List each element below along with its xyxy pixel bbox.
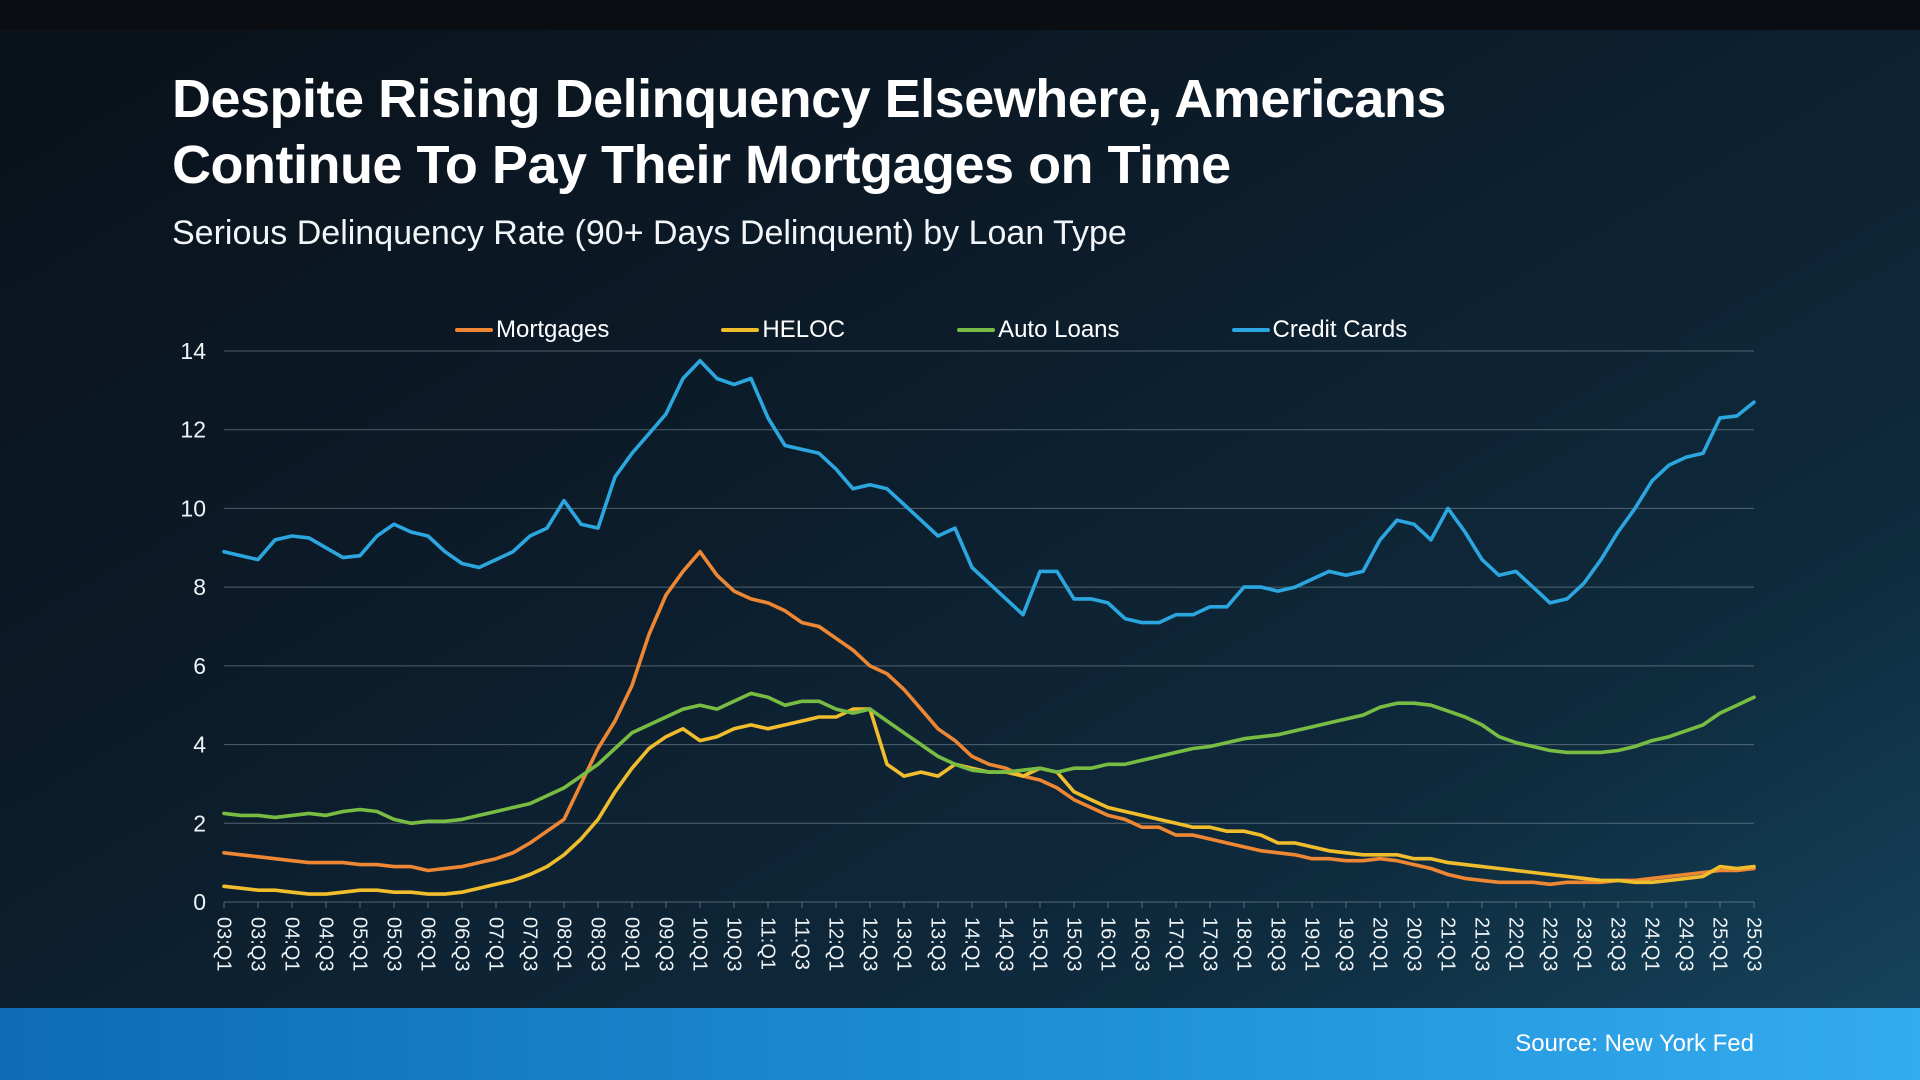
legend-dash-mortgages bbox=[455, 327, 493, 333]
y-axis-tick-label: 10 bbox=[180, 495, 206, 521]
x-axis-tick-label: 18:Q1 bbox=[1232, 917, 1254, 971]
y-axis-tick-label: 2 bbox=[193, 810, 206, 836]
x-axis-tick-label: 06:Q3 bbox=[450, 917, 472, 971]
x-axis-tick-label: 16:Q1 bbox=[1096, 917, 1118, 971]
page-subtitle: Serious Delinquency Rate (90+ Days Delin… bbox=[172, 214, 1127, 252]
x-axis-tick-label: 15:Q3 bbox=[1062, 917, 1084, 971]
x-axis-tick-label: 10:Q1 bbox=[688, 917, 710, 971]
x-axis-tick-label: 23:Q1 bbox=[1572, 917, 1594, 971]
y-axis-tick-label: 12 bbox=[180, 417, 206, 443]
x-axis-tick-label: 19:Q3 bbox=[1334, 917, 1356, 971]
x-axis-tick-label: 12:Q3 bbox=[858, 917, 880, 971]
header: Despite Rising Delinquency Elsewhere, Am… bbox=[172, 66, 1822, 253]
x-axis-tick-label: 19:Q1 bbox=[1300, 917, 1322, 971]
legend-label-mortgages: Mortgages bbox=[496, 316, 610, 343]
x-axis-tick-label: 11:Q1 bbox=[756, 917, 778, 970]
x-axis-tick-label: 07:Q3 bbox=[518, 917, 540, 971]
x-axis-tick-label: 18:Q3 bbox=[1266, 917, 1288, 971]
chart-region: 0 2 4 6 8 10 12 14 03:Q1 03:Q3 04:Q1 04:Q3 05:Q1 05:Q… bbox=[140, 326, 1790, 1006]
top-strip bbox=[0, 0, 1920, 30]
y-axis-tick-label: 6 bbox=[193, 653, 206, 679]
legend-label-heloc: HELOC bbox=[762, 316, 846, 343]
x-axis-tick-label: 10:Q3 bbox=[722, 917, 744, 971]
x-axis-tick-label: 06:Q1 bbox=[416, 917, 438, 971]
x-axis-tick-label: 14:Q3 bbox=[994, 917, 1016, 971]
x-axis-tick-label: 17:Q1 bbox=[1164, 917, 1186, 971]
x-axis-tick-label: 04:Q3 bbox=[314, 917, 336, 971]
x-axis-tick-label: 03:Q1 bbox=[212, 917, 234, 971]
legend-item-heloc: HELOC bbox=[721, 316, 845, 344]
x-axis-tick-label: 24:Q3 bbox=[1674, 917, 1696, 971]
y-axis-tick-label: 8 bbox=[193, 574, 206, 600]
x-axis-tick-label: 08:Q3 bbox=[586, 917, 608, 971]
x-axis-tick-label: 21:Q3 bbox=[1470, 917, 1492, 971]
y-axis-tick-label: 14 bbox=[180, 338, 206, 364]
x-axis-tick-label: 13:Q3 bbox=[926, 917, 948, 971]
x-axis-tick-label: 09:Q1 bbox=[620, 917, 642, 971]
x-axis-tick-label: 14:Q1 bbox=[960, 917, 982, 971]
legend-item-credit-cards: Credit Cards bbox=[1231, 316, 1408, 344]
legend-dash-credit-cards bbox=[1231, 327, 1270, 333]
y-axis-tick-label: 4 bbox=[193, 732, 206, 758]
series-line-auto-loans bbox=[222, 691, 1756, 826]
x-axis-tick-label: 20:Q3 bbox=[1402, 917, 1424, 971]
x-axis-tick-label: 17:Q3 bbox=[1198, 917, 1220, 971]
x-axis-tick-label: 09:Q3 bbox=[654, 917, 676, 971]
x-axis-tick-label: 05:Q3 bbox=[382, 917, 404, 971]
series-line-mortgages bbox=[222, 549, 1756, 887]
page-title-line-2: Continue To Pay Their Mortgages on Time bbox=[172, 135, 1231, 195]
legend-dash-heloc bbox=[721, 327, 760, 333]
x-axis-tick-label: 24:Q1 bbox=[1640, 917, 1662, 971]
x-axis-tick-label: 05:Q1 bbox=[348, 917, 370, 971]
x-axis-tick-label: 21:Q1 bbox=[1436, 917, 1458, 971]
x-axis-tick-label: 04:Q1 bbox=[280, 917, 302, 971]
footer-bar: Source: New York Fed bbox=[0, 1008, 1920, 1080]
chart-legend: Mortgages HELOC Auto Loans Credit Cards bbox=[455, 316, 1407, 344]
legend-label-auto-loans: Auto Loans bbox=[998, 316, 1120, 343]
delinquency-chart: 0 2 4 6 8 10 12 14 03:Q1 03:Q3 04:Q1 04:Q3 05:Q1 05:Q… bbox=[180, 338, 1764, 971]
legend-item-auto-loans: Auto Loans bbox=[957, 316, 1120, 344]
series-line-credit-cards bbox=[222, 358, 1756, 625]
x-axis-tick-label: 16:Q3 bbox=[1130, 917, 1152, 971]
x-axis-tick-label: 25:Q1 bbox=[1708, 917, 1730, 971]
x-axis-tick-label: 23:Q3 bbox=[1606, 917, 1628, 971]
source-credit: Source: New York Fed bbox=[1515, 1030, 1754, 1057]
page-title-line-1: Despite Rising Delinquency Elsewhere, Am… bbox=[172, 69, 1446, 129]
legend-item-mortgages: Mortgages bbox=[455, 316, 609, 344]
x-axis-tick-label: 13:Q1 bbox=[892, 917, 914, 971]
x-axis-tick-label: 03:Q3 bbox=[246, 917, 268, 971]
legend-label-credit-cards: Credit Cards bbox=[1272, 316, 1408, 343]
x-axis-tick-label: 08:Q1 bbox=[552, 917, 574, 971]
x-axis-tick-label: 22:Q3 bbox=[1538, 917, 1560, 971]
x-axis-tick-label: 07:Q1 bbox=[484, 917, 506, 971]
x-axis-tick-label: 12:Q1 bbox=[824, 917, 846, 971]
x-axis-tick-label: 20:Q1 bbox=[1368, 917, 1390, 971]
y-axis-tick-label: 0 bbox=[193, 889, 206, 915]
x-axis-tick-label: 15:Q1 bbox=[1028, 917, 1050, 971]
legend-dash-auto-loans bbox=[957, 327, 996, 333]
x-axis-tick-label: 22:Q1 bbox=[1504, 917, 1526, 971]
x-axis-tick-label: 11:Q3 bbox=[790, 917, 812, 970]
x-axis-tick-label: 25:Q3 bbox=[1742, 917, 1764, 971]
